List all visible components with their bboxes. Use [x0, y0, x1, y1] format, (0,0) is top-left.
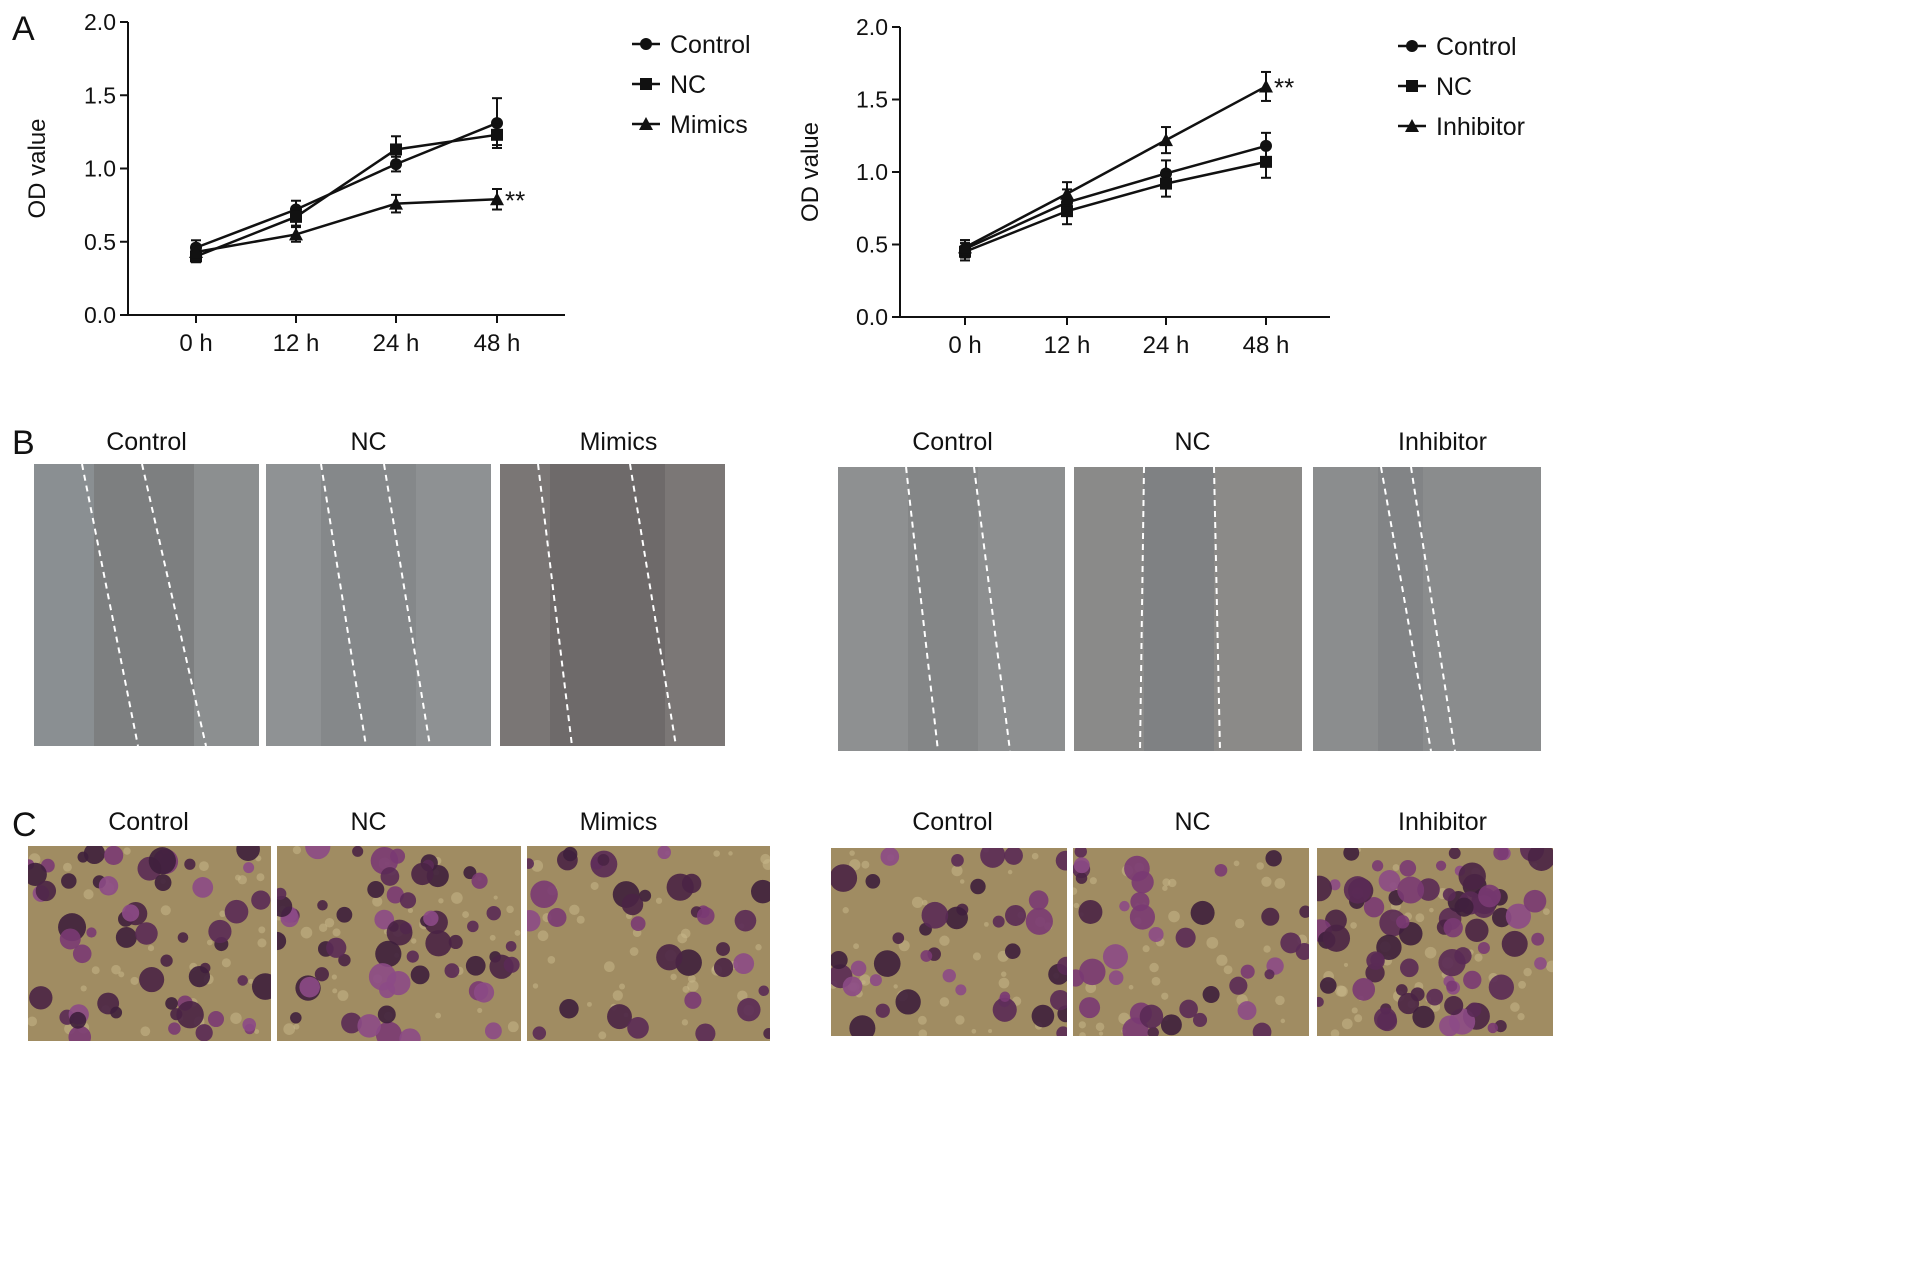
x-tick-label: 0 h — [948, 332, 981, 359]
data-point-control — [491, 117, 503, 130]
x-tick-label: 48 h — [474, 330, 521, 357]
data-point-mimics — [490, 192, 504, 206]
transwell-label-mimics: Mimics — [579, 808, 658, 836]
data-point-nc — [290, 210, 302, 223]
legend-label: Control — [670, 31, 751, 59]
y-tick-label: 1.0 — [84, 156, 116, 182]
transwell-image-control-right — [831, 848, 1067, 1036]
series-line-inhibitor — [964, 85, 1267, 249]
legend-marker — [1406, 40, 1418, 52]
transwell-image-mimics — [527, 846, 770, 1041]
legend-marker — [1405, 119, 1419, 132]
x-tick-label: 0 h — [179, 330, 212, 357]
y-tick-label: 0.5 — [84, 229, 116, 255]
transwell-image-nc-right — [1073, 848, 1309, 1036]
y-tick-label: 1.5 — [856, 87, 888, 113]
transwell-label-control-left: Control — [108, 808, 189, 836]
panel-label-a: A — [12, 10, 35, 48]
data-point-nc — [491, 128, 503, 141]
transwell-image-inhibitor — [1317, 848, 1553, 1036]
wound-label-control-right: Control — [912, 428, 993, 456]
series-line-mimics — [195, 198, 498, 254]
x-tick-label: 12 h — [1044, 332, 1091, 359]
wound-image-nc-left — [266, 464, 491, 746]
panel-label-c: C — [12, 806, 37, 844]
y-tick-label: 0.0 — [856, 304, 888, 330]
legend-marker — [640, 38, 652, 50]
transwell-image-control-left — [28, 846, 271, 1041]
panel-label-b: B — [12, 424, 35, 462]
y-tick-label: 2.0 — [84, 9, 116, 35]
wound-label-control-left: Control — [106, 428, 187, 456]
significance-annotation: ** — [1274, 72, 1294, 102]
data-point-inhibitor — [958, 240, 972, 254]
data-point-mimics — [189, 245, 203, 259]
data-point-inhibitor — [1060, 186, 1074, 200]
data-point-control — [390, 158, 402, 171]
legend-label: Inhibitor — [1436, 113, 1525, 141]
wound-image-inhibitor — [1313, 467, 1541, 751]
legend-label: NC — [670, 71, 706, 99]
wound-label-mimics: Mimics — [579, 428, 658, 456]
legend-marker — [640, 78, 652, 90]
wound-label-nc-left: NC — [350, 428, 387, 456]
transwell-image-nc-left — [277, 846, 521, 1041]
y-tick-label: 0.0 — [84, 302, 116, 328]
y-tick-label: 1.0 — [856, 159, 888, 185]
data-point-mimics — [389, 196, 403, 210]
legend-label: Mimics — [670, 111, 748, 139]
transwell-label-control-right: Control — [912, 808, 993, 836]
x-tick-label: 24 h — [373, 330, 420, 357]
x-tick-label: 48 h — [1243, 332, 1290, 359]
data-point-nc — [1160, 177, 1172, 190]
transwell-label-nc-right: NC — [1174, 808, 1211, 836]
transwell-label-inhibitor: Inhibitor — [1398, 808, 1487, 836]
wound-label-nc-right: NC — [1174, 428, 1211, 456]
y-axis-label: OD value — [797, 122, 824, 222]
series-line-control — [195, 121, 498, 249]
data-point-inhibitor — [1159, 133, 1173, 147]
data-point-mimics — [289, 227, 303, 241]
significance-annotation: ** — [505, 185, 525, 215]
data-point-nc — [1061, 205, 1073, 218]
y-tick-label: 2.0 — [856, 14, 888, 40]
proliferation-chart-mimics: 0.0 0.5 1.0 1.5 2.0 0 h 12 h 24 h 48 h OD value Co… — [24, 9, 751, 357]
legend-marker — [1406, 80, 1418, 92]
x-tick-label: 12 h — [273, 330, 320, 357]
series-line-nc — [964, 160, 1267, 253]
wound-image-control-right — [838, 467, 1065, 751]
y-tick-label: 0.5 — [856, 232, 888, 258]
series-line-nc — [195, 133, 498, 258]
y-tick-label: 1.5 — [84, 82, 116, 108]
proliferation-chart-inhibitor: 0.0 0.5 1.0 1.5 2.0 0 h 12 h 24 h 48 h OD value Co… — [797, 14, 1525, 359]
series-line-control — [964, 144, 1267, 250]
x-tick-label: 24 h — [1143, 332, 1190, 359]
wound-label-inhibitor: Inhibitor — [1398, 428, 1487, 456]
data-point-nc — [390, 143, 402, 156]
data-point-inhibitor — [1259, 79, 1273, 93]
wound-image-control-left — [34, 464, 259, 746]
y-axis-label: OD value — [24, 118, 51, 218]
legend-label: NC — [1436, 73, 1472, 101]
transwell-label-nc-left: NC — [350, 808, 387, 836]
data-point-nc — [1260, 155, 1272, 168]
legend-marker — [639, 117, 653, 130]
legend-label: Control — [1436, 33, 1517, 61]
wound-image-mimics — [500, 464, 725, 746]
wound-image-nc-right — [1074, 467, 1302, 751]
